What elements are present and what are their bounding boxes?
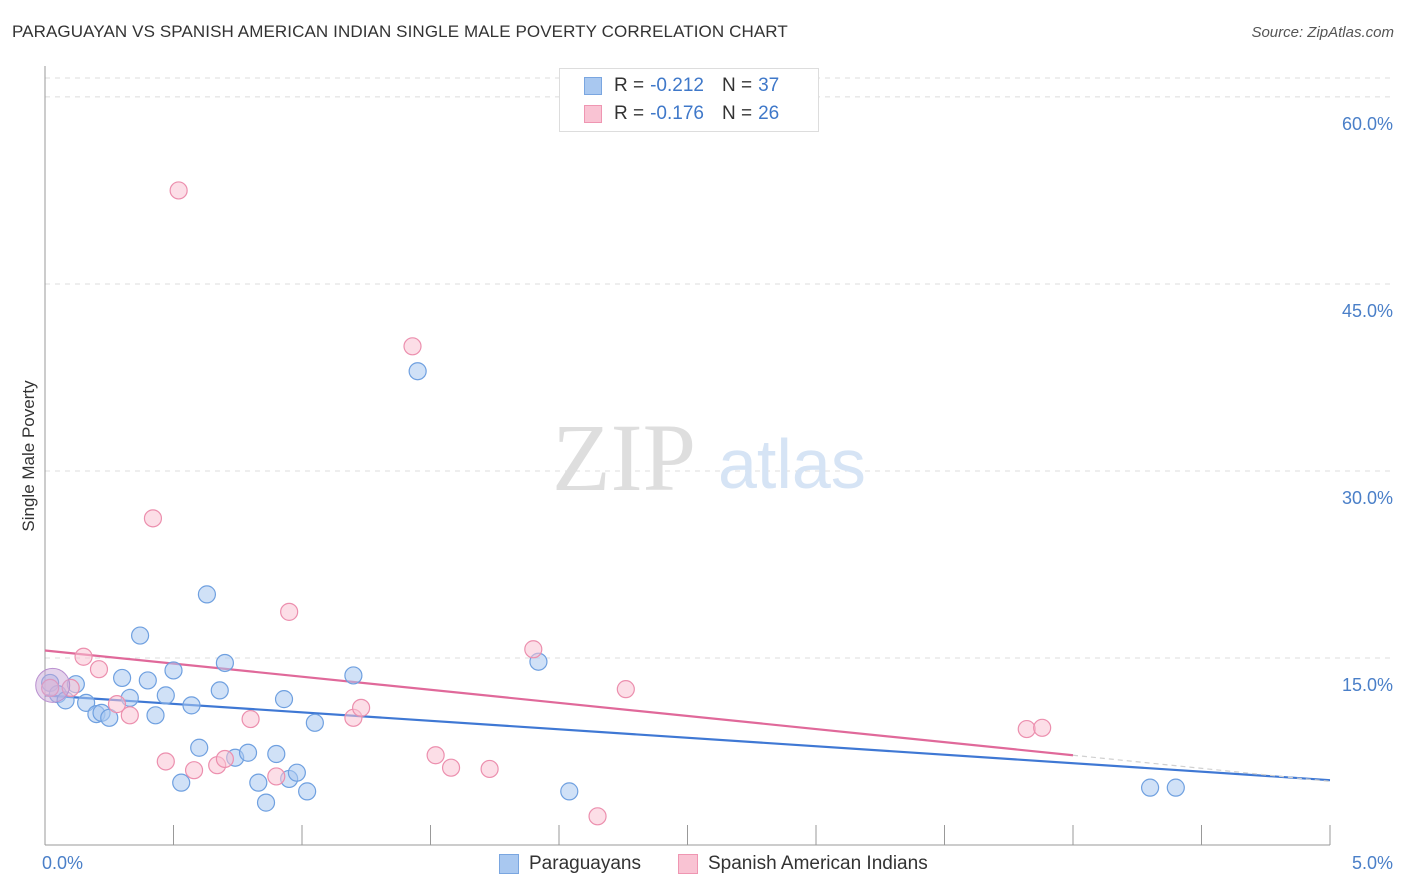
point-paraguayans xyxy=(1140,778,1160,797)
point-paraguayans xyxy=(182,696,201,715)
point-spanish-american-indians xyxy=(89,660,109,679)
legend-row-spanish-american-indians: R = -0.176 N = 26 xyxy=(584,102,779,126)
point-spanish-american-indians xyxy=(143,509,163,528)
point-cluster-origin xyxy=(35,667,71,703)
point-paraguayans xyxy=(274,690,294,709)
legend-r-label: R = xyxy=(614,103,645,124)
point-paraguayans xyxy=(156,686,175,705)
point-paraguayans xyxy=(100,708,119,727)
point-spanish-american-indians xyxy=(403,337,422,356)
legend-n-label: N = xyxy=(721,75,753,96)
point-paraguayans xyxy=(215,653,234,673)
point-paraguayans xyxy=(197,585,217,604)
point-paraguayans xyxy=(190,738,209,757)
y-tick-label: 30.0% xyxy=(1342,488,1393,508)
point-paraguayans xyxy=(298,782,317,801)
point-paraguayans xyxy=(1166,778,1185,797)
point-spanish-american-indians xyxy=(215,749,234,769)
point-spanish-american-indians xyxy=(241,709,260,729)
y-tick-label: 15.0% xyxy=(1342,675,1393,695)
legend-r-label: R = xyxy=(614,75,645,96)
x-tick-label: 5.0% xyxy=(1352,853,1393,873)
point-paraguayans xyxy=(408,362,427,381)
point-spanish-american-indians xyxy=(74,647,93,666)
source-label: Source: ZipAtlas.com xyxy=(1251,24,1394,41)
legend-r-value: -0.212 xyxy=(650,75,704,96)
point-paraguayans xyxy=(77,693,96,712)
y-tick-label: 45.0% xyxy=(1342,301,1393,321)
legend-n-value: 26 xyxy=(758,103,780,124)
correlation-legend: R = -0.212 N = 37 R = -0.176 N = 26 xyxy=(559,68,819,132)
data-points xyxy=(35,181,1185,826)
watermark-atlas: atlas xyxy=(718,425,866,503)
point-paraguayans xyxy=(238,743,258,762)
point-paraguayans xyxy=(112,668,132,688)
bottom-legend-label-spanish-american-indians: Spanish American Indians xyxy=(708,853,928,874)
chart-title: PARAGUAYAN VS SPANISH AMERICAN INDIAN SI… xyxy=(12,22,788,41)
point-spanish-american-indians xyxy=(616,680,635,699)
point-spanish-american-indians xyxy=(280,602,299,621)
x-tick-label: 0.0% xyxy=(42,853,83,873)
y-tick-label: 60.0% xyxy=(1342,114,1393,134)
legend-swatch-paraguayans xyxy=(584,77,602,95)
legend-n-value: 37 xyxy=(758,75,780,96)
bottom-legend-swatch-spanish-american-indians xyxy=(678,854,698,874)
y-axis-title: Single Male Poverty xyxy=(19,380,38,532)
point-paraguayans xyxy=(130,626,150,645)
point-paraguayans xyxy=(256,793,276,812)
point-spanish-american-indians xyxy=(267,767,286,786)
point-paraguayans xyxy=(344,666,363,685)
point-paraguayans xyxy=(267,744,286,764)
trend-lines xyxy=(44,649,1331,783)
trend-line-paraguayans xyxy=(44,694,1331,782)
point-spanish-american-indians xyxy=(184,761,204,780)
bottom-legend-label-paraguayans: Paraguayans xyxy=(529,853,641,874)
watermark: ZIP atlas xyxy=(552,404,866,511)
point-spanish-american-indians xyxy=(352,698,371,717)
point-spanish-american-indians xyxy=(588,807,607,826)
point-spanish-american-indians xyxy=(524,640,543,659)
point-paraguayans xyxy=(287,763,306,782)
point-paraguayans xyxy=(138,671,157,690)
watermark-zip: ZIP xyxy=(552,404,696,511)
point-paraguayans xyxy=(305,713,324,732)
point-paraguayans xyxy=(249,773,268,792)
point-spanish-american-indians xyxy=(169,181,188,200)
legend-swatch-spanish-american-indians xyxy=(584,105,602,123)
legend-row-paraguayans: R = -0.212 N = 37 xyxy=(584,74,779,98)
point-spanish-american-indians xyxy=(480,759,499,779)
point-spanish-american-indians xyxy=(426,746,445,765)
point-paraguayans xyxy=(164,661,183,680)
bottom-legend-spanish-american-indians: Spanish American Indians xyxy=(678,851,928,877)
point-spanish-american-indians xyxy=(120,706,139,725)
point-spanish-american-indians xyxy=(1017,719,1036,739)
bottom-legend-paraguayans: Paraguayans xyxy=(499,851,641,877)
point-spanish-american-indians xyxy=(441,758,461,777)
trend-line-spanish-american-indians xyxy=(44,649,1074,757)
point-paraguayans xyxy=(560,782,579,801)
point-paraguayans xyxy=(172,773,191,792)
point-spanish-american-indians xyxy=(107,695,127,714)
tick-labels: 15.0% 30.0% 45.0% 60.0% 0.0% 5.0% xyxy=(42,114,1393,873)
point-spanish-american-indians xyxy=(1033,718,1052,737)
legend-n-label: N = xyxy=(721,103,753,124)
point-spanish-american-indians xyxy=(156,752,175,771)
point-paraguayans xyxy=(146,706,165,725)
bottom-legend-swatch-paraguayans xyxy=(499,854,519,874)
point-paraguayans xyxy=(210,681,229,700)
axes xyxy=(44,66,1331,846)
grid-lines xyxy=(45,77,1395,659)
legend-r-value: -0.176 xyxy=(650,103,704,124)
trend-line-extension xyxy=(1072,754,1331,783)
